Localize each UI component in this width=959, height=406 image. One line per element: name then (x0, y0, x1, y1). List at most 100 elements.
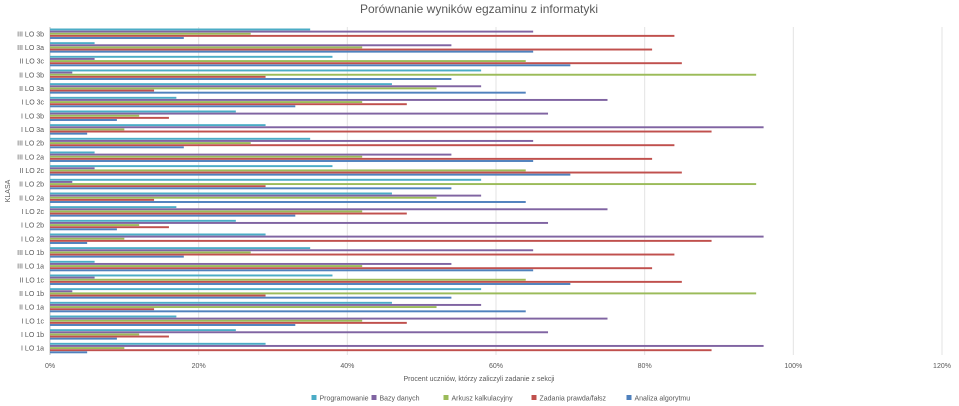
y-tick-label: II LO 3c (19, 59, 44, 66)
bar-arkusz-kalkulacyjny-i-lo-1c (50, 319, 363, 322)
y-tick-label: II LO 1c (19, 277, 44, 284)
bar-bazy-danych-ii-lo-2c (50, 167, 95, 170)
bar-arkusz-kalkulacyjny-iii-lo-1a (50, 265, 363, 268)
bar-programowanie-ii-lo-1c (50, 274, 333, 277)
bar-analiza-algorytmu-ii-lo-1a (50, 310, 526, 313)
bar-arkusz-kalkulacyjny-i-lo-2b (50, 224, 140, 227)
bar-bazy-danych-iii-lo-2a (50, 153, 452, 156)
bar-analiza-algorytmu-i-lo-3c (50, 105, 296, 108)
x-tick-label: 60% (489, 363, 503, 370)
bar-analiza-algorytmu-i-lo-2a (50, 242, 88, 244)
bar-arkusz-kalkulacyjny-iii-lo-3b (50, 32, 251, 35)
bar-bazy-danych-i-lo-2b (50, 221, 549, 224)
bar-arkusz-kalkulacyjny-ii-lo-2a (50, 196, 437, 199)
y-tick-label: III LO 3a (17, 45, 44, 52)
bar-programowanie-iii-lo-3a (50, 42, 95, 45)
y-tick-label: II LO 2b (19, 182, 44, 189)
y-tick-label: I LO 1c (21, 318, 44, 325)
legend-entry: Analiza algorytmu (635, 396, 691, 403)
bar-bazy-danych-ii-lo-1c (50, 276, 95, 279)
bar-analiza-algorytmu-i-lo-1c (50, 324, 296, 326)
bar-programowanie-ii-lo-2c (50, 165, 333, 168)
bar-arkusz-kalkulacyjny-i-lo-3a (50, 128, 125, 131)
bar-arkusz-kalkulacyjny-ii-lo-3c (50, 60, 526, 63)
bar-arkusz-kalkulacyjny-iii-lo-2a (50, 155, 363, 158)
y-tick-label: II LO 1a (19, 305, 44, 312)
x-tick-label: 100% (784, 363, 802, 370)
x-axis-title: Procent uczniów, którzy zaliczyli zadani… (404, 376, 555, 383)
bar-arkusz-kalkulacyjny-ii-lo-2b (50, 183, 757, 186)
bar-zadania-prawda-fa-sz-ii-lo-2c (50, 171, 682, 174)
chart-title: Porównanie wyników egzaminu z informatyk… (360, 2, 598, 16)
bar-zadania-prawda-fa-sz-i-lo-1c (50, 321, 407, 324)
bar-analiza-algorytmu-iii-lo-1b (50, 255, 184, 258)
bar-programowanie-i-lo-2b (50, 219, 236, 222)
bar-bazy-danych-ii-lo-3b (50, 71, 73, 74)
bar-programowanie-ii-lo-3b (50, 69, 482, 72)
bar-programowanie-ii-lo-3a (50, 83, 392, 86)
y-tick-label: I LO 3a (21, 127, 44, 134)
bar-programowanie-i-lo-3b (50, 110, 236, 113)
bar-zadania-prawda-fa-sz-ii-lo-3b (50, 75, 266, 78)
bar-zadania-prawda-fa-sz-ii-lo-3c (50, 62, 682, 65)
y-tick-label: II LO 1b (19, 291, 44, 298)
bar-analiza-algorytmu-iii-lo-3b (50, 37, 184, 39)
legend-entry: Bazy danych (380, 396, 420, 403)
y-tick-label: II LO 2a (19, 195, 44, 202)
bar-zadania-prawda-fa-sz-i-lo-2c (50, 212, 407, 215)
bar-analiza-algorytmu-ii-lo-1b (50, 296, 452, 299)
bar-zadania-prawda-fa-sz-iii-lo-3b (50, 34, 675, 37)
legend-swatch (371, 395, 377, 400)
bar-zadania-prawda-fa-sz-iii-lo-2a (50, 157, 653, 160)
bar-analiza-algorytmu-i-lo-3b (50, 119, 117, 121)
bar-bazy-danych-ii-lo-3c (50, 57, 95, 60)
legend-swatch (531, 395, 537, 400)
bar-zadania-prawda-fa-sz-ii-lo-1b (50, 294, 266, 297)
bar-programowanie-i-lo-2c (50, 206, 177, 209)
bar-bazy-danych-iii-lo-1a (50, 262, 452, 265)
bar-bazy-danych-ii-lo-2b (50, 180, 73, 183)
y-tick-label: I LO 2c (21, 209, 44, 216)
bar-zadania-prawda-fa-sz-ii-lo-2b (50, 185, 266, 188)
y-tick-label: I LO 3b (21, 113, 44, 120)
bar-programowanie-i-lo-1b (50, 329, 236, 332)
bar-zadania-prawda-fa-sz-iii-lo-1b (50, 253, 675, 256)
legend-entry: Zadania prawda/fałsz (540, 396, 607, 403)
bar-zadania-prawda-fa-sz-ii-lo-3a (50, 89, 155, 92)
bar-bazy-danych-i-lo-2a (50, 235, 764, 238)
bar-arkusz-kalkulacyjny-i-lo-3c (50, 101, 363, 104)
bar-analiza-algorytmu-ii-lo-3a (50, 91, 526, 94)
bar-zadania-prawda-fa-sz-iii-lo-1a (50, 267, 653, 270)
bar-bazy-danych-i-lo-1a (50, 344, 764, 347)
bar-bazy-danych-i-lo-3b (50, 112, 549, 115)
bar-programowanie-i-lo-2a (50, 233, 266, 236)
bar-analiza-algorytmu-iii-lo-2a (50, 160, 534, 162)
bar-programowanie-i-lo-1c (50, 315, 177, 318)
bar-arkusz-kalkulacyjny-i-lo-2c (50, 210, 363, 213)
bar-analiza-algorytmu-i-lo-2b (50, 228, 117, 231)
y-tick-label: II LO 2c (19, 168, 44, 175)
y-axis-title: KLASA (5, 179, 12, 202)
bar-arkusz-kalkulacyjny-ii-lo-1a (50, 306, 437, 309)
bar-arkusz-kalkulacyjny-i-lo-1a (50, 347, 125, 350)
bar-programowanie-iii-lo-2a (50, 151, 95, 154)
bar-zadania-prawda-fa-sz-i-lo-3c (50, 103, 407, 106)
bar-analiza-algorytmu-ii-lo-3c (50, 64, 571, 67)
bar-analiza-algorytmu-i-lo-2c (50, 214, 296, 217)
y-tick-label: I LO 1b (21, 332, 44, 339)
bar-arkusz-kalkulacyjny-iii-lo-3a (50, 46, 363, 49)
bar-programowanie-i-lo-1a (50, 342, 266, 345)
bar-bazy-danych-iii-lo-3a (50, 44, 452, 47)
bar-arkusz-kalkulacyjny-ii-lo-1c (50, 278, 526, 281)
bar-bazy-danych-ii-lo-1a (50, 303, 482, 306)
bar-programowanie-ii-lo-1b (50, 288, 482, 291)
bar-programowanie-i-lo-3a (50, 124, 266, 127)
y-tick-label: I LO 3c (21, 100, 44, 107)
bar-bazy-danych-i-lo-3c (50, 98, 608, 101)
y-tick-label: III LO 1b (17, 250, 44, 257)
bar-zadania-prawda-fa-sz-i-lo-1a (50, 349, 712, 352)
bar-programowanie-iii-lo-1b (50, 247, 311, 250)
y-tick-label: III LO 1a (17, 264, 44, 271)
bar-zadania-prawda-fa-sz-ii-lo-1a (50, 308, 155, 311)
y-tick-label: I LO 2b (21, 223, 44, 230)
